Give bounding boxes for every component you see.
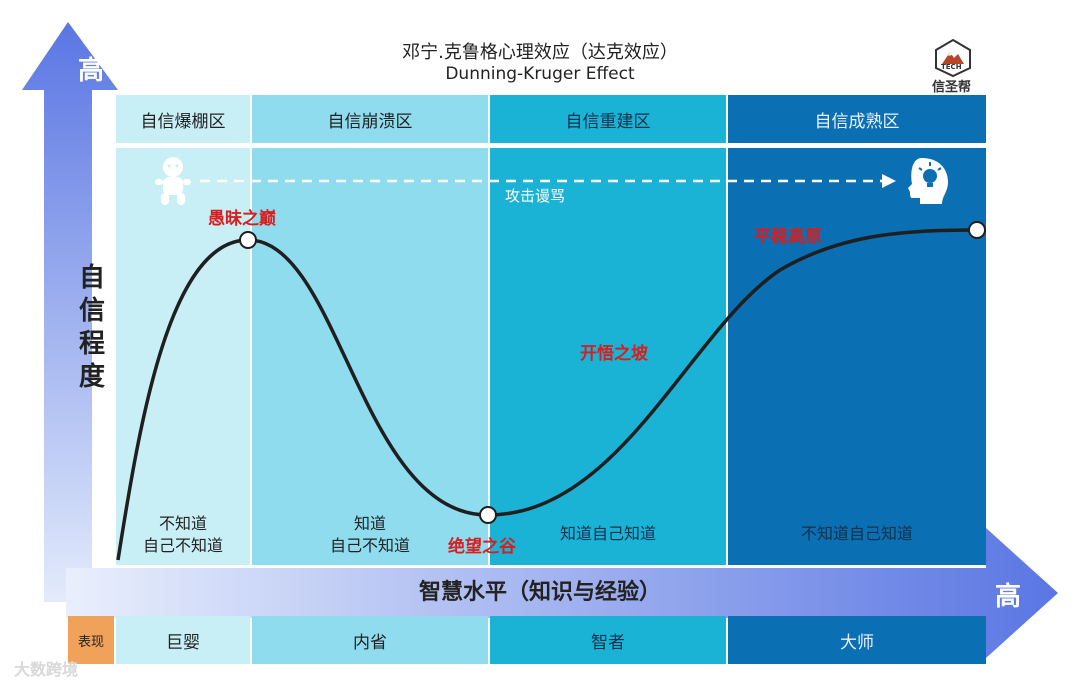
zone-header-4: 自信成熟区: [728, 95, 986, 143]
y-axis-arrow: [22, 22, 118, 602]
zone-desc-line: 不知道: [158, 514, 207, 533]
zone-desc-line: 自己不知道: [329, 536, 410, 555]
zone-desc-3: 知道自己知道: [559, 524, 656, 543]
zone-header-3: 自信重建区: [490, 95, 726, 143]
y-axis-label-char: 自: [78, 263, 105, 293]
attack-arrow-head: [882, 174, 896, 188]
peak-point: [239, 231, 257, 249]
zone-desc-4: 不知道自己知道: [800, 524, 913, 543]
plateau-point: [968, 221, 986, 239]
zone-header-2: 自信崩溃区: [252, 95, 488, 143]
chart-title-en: Dunning-Kruger Effect: [445, 64, 635, 84]
stage-slope: 开悟之坡: [580, 344, 648, 364]
baby-icon: [155, 157, 191, 205]
zone-body-4: [728, 148, 986, 565]
zone-body-1: [116, 148, 250, 565]
bottom-cell-2: 内省: [252, 616, 488, 664]
bottom-cell-1: 巨婴: [116, 616, 250, 664]
bottom-row-label: 表现: [68, 616, 114, 664]
logo-badge-text: TECH: [941, 63, 962, 71]
attack-label: 攻击谩骂: [505, 187, 566, 205]
stage-valley: 绝望之谷: [448, 537, 516, 557]
zone-body-3: [490, 148, 726, 565]
thinking-head-icon: [908, 158, 948, 204]
x-axis-label: 智慧水平（知识与经验）: [418, 580, 661, 605]
zone-desc-2: 知道 自己不知道: [252, 513, 488, 557]
y-axis-high: 高: [78, 56, 105, 86]
stage-plateau: 平稳高原: [754, 227, 822, 247]
zone-header-1: 自信爆棚区: [116, 95, 250, 143]
zone-desc-1: 不知道 自己不知道: [116, 513, 250, 557]
y-axis-label-char: 信: [78, 296, 105, 326]
x-axis-high: 高: [995, 582, 1022, 612]
bottom-cell-4: 大师: [728, 616, 986, 664]
logo-name: 信圣帮: [932, 80, 972, 95]
valley-point: [479, 506, 497, 524]
brand-logo: TECH 信圣帮: [928, 38, 978, 95]
mountain-badge-icon: [935, 38, 971, 78]
stage-peak: 愚昧之巅: [208, 209, 276, 229]
y-axis-label-char: 度: [78, 362, 105, 392]
bottom-cell-3: 智者: [490, 616, 726, 664]
chart-title-zh: 邓宁.克鲁格心理效应（达克效应）: [402, 42, 678, 63]
x-axis-arrow: [66, 528, 1058, 658]
confidence-curve: [116, 228, 978, 561]
y-axis-label: 自 信 程 度: [72, 262, 112, 394]
zone-body-2: [252, 148, 488, 565]
zone-desc-line: 知道: [353, 514, 386, 533]
watermark: 大数跨境: [14, 660, 79, 679]
zone-desc-line: 自己不知道: [142, 536, 223, 555]
y-axis-label-char: 程: [78, 329, 105, 359]
